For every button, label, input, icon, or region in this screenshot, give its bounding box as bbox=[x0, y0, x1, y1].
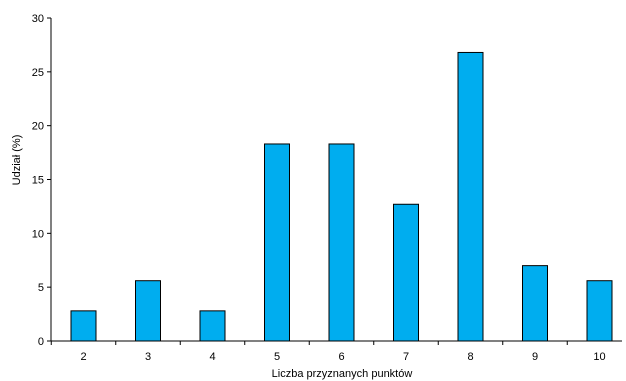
y-axis-title: Udział (%) bbox=[11, 135, 23, 186]
y-tick-label: 10 bbox=[32, 228, 44, 240]
bar-4 bbox=[199, 310, 226, 342]
x-axis: 2 3 4 5 6 7 8 9 10 bbox=[50, 340, 622, 363]
y-tick-label: 25 bbox=[32, 67, 44, 79]
bar-7 bbox=[393, 203, 419, 342]
x-tick-label: 7 bbox=[403, 351, 409, 363]
bar-10 bbox=[586, 280, 613, 342]
y-tick-label: 20 bbox=[32, 121, 44, 133]
y-tick-label: 15 bbox=[32, 175, 44, 187]
x-axis-title: Liczba przyznanych punktów bbox=[272, 368, 413, 380]
y-axis: 0 5 10 15 20 25 30 bbox=[32, 13, 52, 348]
x-tick-label: 3 bbox=[145, 351, 151, 363]
x-tick-label: 8 bbox=[467, 351, 473, 363]
x-tick-label: 5 bbox=[274, 351, 280, 363]
x-tick-label: 10 bbox=[593, 351, 605, 363]
bar-3 bbox=[135, 280, 161, 342]
bar-9 bbox=[522, 265, 548, 342]
x-tick-label: 2 bbox=[80, 351, 86, 363]
y-tick-label: 5 bbox=[38, 282, 44, 294]
y-tick-label: 30 bbox=[32, 13, 44, 25]
y-tick-label: 0 bbox=[38, 336, 44, 348]
bar-5 bbox=[264, 143, 290, 342]
bar-2 bbox=[70, 310, 97, 342]
x-tick-label: 4 bbox=[209, 351, 215, 363]
bar-6 bbox=[328, 143, 355, 342]
bars-group bbox=[70, 51, 613, 342]
x-tick-label: 6 bbox=[338, 351, 344, 363]
x-tick-label: 9 bbox=[532, 351, 538, 363]
bar-8 bbox=[457, 51, 484, 342]
